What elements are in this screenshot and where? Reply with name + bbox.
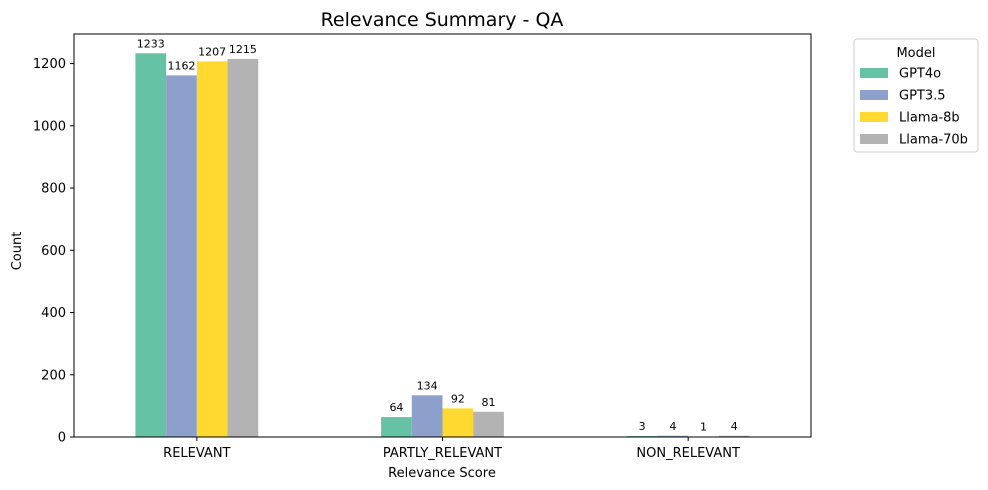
bar-value-label: 92	[451, 392, 465, 405]
bar-value-label: 1233	[137, 37, 165, 50]
bar	[473, 411, 504, 437]
y-tick-label: 600	[41, 244, 66, 259]
legend-entry-label: GPT4o	[899, 67, 941, 82]
bar	[411, 395, 443, 437]
legend-entry-label: Llama-70b	[899, 133, 968, 148]
bar	[442, 408, 474, 437]
y-axis-label: Count	[10, 232, 25, 271]
legend-frame	[853, 38, 979, 153]
legend-entry-label: GPT3.5	[899, 89, 946, 104]
legend-swatch	[860, 134, 888, 144]
y-tick-label: 0	[58, 431, 66, 446]
bar	[227, 58, 259, 437]
bar-value-label: 81	[482, 396, 496, 409]
bar-value-label: 4	[669, 420, 676, 433]
legend-swatch	[860, 112, 888, 122]
x-tick-label: PARTLY_RELEVANT	[383, 446, 502, 461]
y-tick-label: 400	[41, 306, 66, 321]
y-tick-label: 1000	[33, 119, 66, 134]
bar-value-label: 64	[389, 401, 403, 414]
legend-title: Model	[896, 46, 935, 61]
legend-swatch	[860, 90, 888, 100]
bar	[657, 435, 689, 437]
legend-swatch	[860, 68, 888, 78]
y-tick-label: 800	[41, 182, 66, 197]
legend-entry-label: Llama-8b	[899, 111, 960, 126]
legend: Model GPT4o GPT3.5 Llama-8b Llama-70b	[853, 38, 979, 153]
bar-value-label: 1	[700, 421, 707, 434]
x-axis-label: Relevance Score	[388, 466, 496, 481]
bar-value-label: 3	[639, 420, 646, 433]
bar-value-label: 1207	[198, 45, 226, 58]
bar	[196, 61, 228, 438]
bar	[381, 417, 412, 437]
x-tick-label: NON_RELEVANT	[636, 446, 740, 461]
x-tick-label: RELEVANT	[163, 446, 230, 461]
bar-value-label: 134	[417, 379, 438, 392]
axes-frame	[73, 33, 812, 438]
y-tick-label: 200	[41, 368, 66, 383]
y-tick-label: 1200	[33, 57, 66, 72]
chart-title: Relevance Summary - QA	[321, 9, 564, 31]
bar	[135, 53, 167, 437]
bar-value-label: 4	[731, 420, 738, 433]
bar-value-label: 1215	[229, 43, 257, 56]
bar	[718, 435, 750, 437]
bar-value-label: 1162	[167, 59, 195, 72]
bar	[166, 75, 197, 437]
